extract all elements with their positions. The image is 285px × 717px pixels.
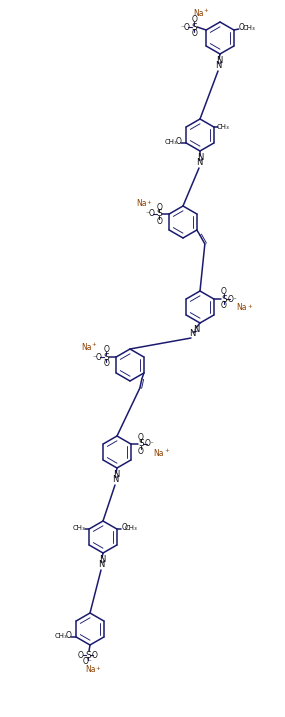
Text: O: O (103, 346, 109, 354)
Text: ⁻O: ⁻O (92, 353, 102, 361)
Text: +: + (92, 343, 97, 348)
Text: CH₃: CH₃ (55, 633, 68, 639)
Text: O: O (122, 523, 128, 533)
Text: O: O (138, 447, 144, 455)
Text: O: O (191, 29, 197, 39)
Text: O: O (156, 217, 162, 226)
Text: +: + (147, 199, 152, 204)
Text: Na: Na (237, 303, 247, 313)
Text: N: N (197, 153, 203, 162)
Text: S: S (103, 353, 109, 361)
Text: +: + (96, 665, 100, 670)
Text: N: N (216, 56, 222, 65)
Text: O: O (221, 302, 227, 310)
Text: N: N (193, 325, 199, 334)
Text: N: N (189, 329, 195, 338)
Text: N: N (112, 475, 118, 484)
Text: CH₃: CH₃ (73, 525, 86, 531)
Text: N: N (215, 61, 221, 70)
Text: O: O (103, 359, 109, 369)
Text: O: O (191, 16, 197, 24)
Text: +: + (204, 9, 209, 14)
Text: ⁻O: ⁻O (145, 209, 155, 219)
Text: O: O (221, 288, 227, 297)
Text: O: O (156, 202, 162, 212)
Text: S: S (191, 22, 197, 32)
Text: Na: Na (154, 449, 164, 457)
Text: Na: Na (193, 9, 203, 17)
Text: O⁻: O⁻ (145, 440, 155, 449)
Text: CH₃: CH₃ (217, 124, 229, 130)
Text: +: + (247, 303, 252, 308)
Text: S: S (156, 209, 162, 219)
Text: O: O (65, 632, 71, 640)
Text: Na: Na (81, 343, 91, 351)
Text: O: O (138, 432, 144, 442)
Text: ⁻O: ⁻O (180, 22, 190, 32)
Text: O: O (78, 650, 84, 660)
Text: O: O (239, 24, 245, 32)
Text: N: N (196, 158, 202, 167)
Text: O: O (175, 138, 181, 146)
Text: S: S (85, 650, 91, 660)
Text: S: S (138, 440, 144, 449)
Text: N: N (98, 560, 104, 569)
Text: Na: Na (85, 665, 95, 675)
Text: N: N (99, 555, 105, 564)
Text: CH₃: CH₃ (125, 525, 137, 531)
Text: S: S (221, 295, 227, 303)
Text: O: O (92, 650, 98, 660)
Text: N: N (113, 470, 119, 479)
Text: Na: Na (136, 199, 146, 209)
Text: O⁻: O⁻ (228, 295, 238, 303)
Text: O⁻: O⁻ (83, 657, 93, 667)
Text: CH₃: CH₃ (243, 25, 255, 31)
Text: +: + (164, 449, 169, 453)
Text: CH₃: CH₃ (165, 139, 178, 145)
